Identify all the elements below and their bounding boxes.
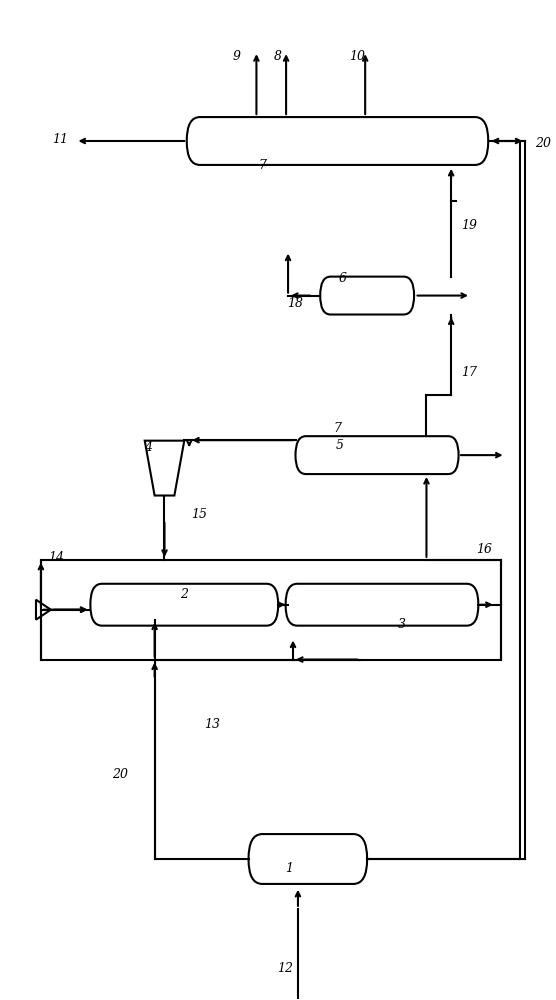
Text: 20: 20 xyxy=(112,768,128,781)
Text: 19: 19 xyxy=(461,219,477,232)
Text: 7: 7 xyxy=(334,422,341,435)
Text: 9: 9 xyxy=(232,50,241,63)
Text: 8: 8 xyxy=(274,50,282,63)
Polygon shape xyxy=(36,600,51,620)
Text: 5: 5 xyxy=(335,439,344,452)
Text: 2: 2 xyxy=(180,588,188,601)
Text: 14: 14 xyxy=(48,551,64,564)
Text: 20: 20 xyxy=(535,137,551,150)
Polygon shape xyxy=(145,441,184,496)
Text: 1: 1 xyxy=(285,862,293,875)
Text: 10: 10 xyxy=(349,50,365,63)
Text: 18: 18 xyxy=(287,297,303,310)
Text: 13: 13 xyxy=(204,718,220,731)
FancyBboxPatch shape xyxy=(187,117,488,165)
Text: 15: 15 xyxy=(191,508,207,521)
FancyBboxPatch shape xyxy=(91,584,278,626)
FancyBboxPatch shape xyxy=(320,277,414,315)
Text: 17: 17 xyxy=(461,366,477,379)
FancyBboxPatch shape xyxy=(249,834,367,884)
Text: 16: 16 xyxy=(476,543,492,556)
Text: 3: 3 xyxy=(398,618,406,631)
Bar xyxy=(41,560,500,660)
Text: 11: 11 xyxy=(53,133,68,146)
FancyBboxPatch shape xyxy=(295,436,459,474)
FancyBboxPatch shape xyxy=(286,584,478,626)
Text: 4: 4 xyxy=(143,441,152,454)
Text: 7: 7 xyxy=(259,159,266,172)
Text: 6: 6 xyxy=(339,272,346,285)
Text: 12: 12 xyxy=(277,962,293,975)
